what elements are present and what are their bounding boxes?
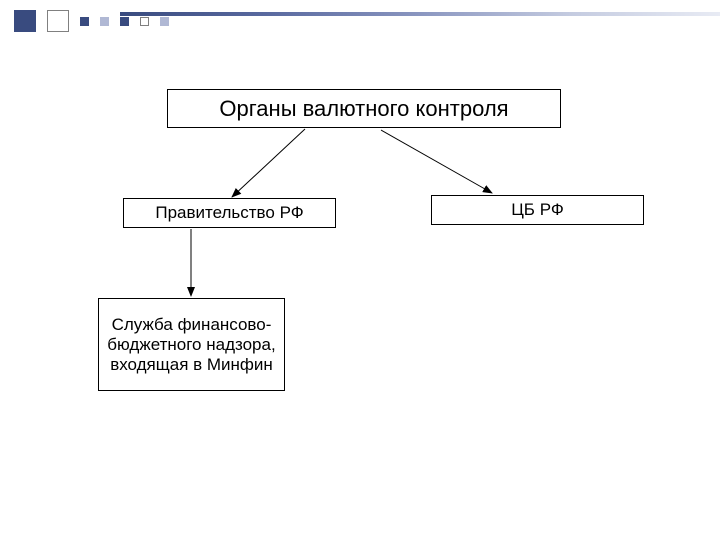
bullet-square: [140, 17, 149, 26]
header-bar: [120, 12, 720, 16]
bullet-square: [47, 10, 69, 32]
bullet-square: [120, 17, 129, 26]
diagram-edges: [0, 0, 720, 540]
bullet-square: [100, 17, 109, 26]
node-government: Правительство РФ: [123, 198, 336, 228]
bullet-square: [14, 10, 36, 32]
node-label: ЦБ РФ: [511, 200, 564, 220]
node-label: Служба финансово-бюджетного надзора, вхо…: [107, 315, 276, 375]
edge: [381, 130, 492, 193]
node-central-bank: ЦБ РФ: [431, 195, 644, 225]
node-service: Служба финансово-бюджетного надзора, вхо…: [98, 298, 285, 391]
node-root: Органы валютного контроля: [167, 89, 561, 128]
bullet-square: [160, 17, 169, 26]
edge: [232, 129, 305, 197]
node-label: Органы валютного контроля: [219, 96, 508, 122]
bullet-square: [80, 17, 89, 26]
node-label: Правительство РФ: [155, 203, 303, 223]
